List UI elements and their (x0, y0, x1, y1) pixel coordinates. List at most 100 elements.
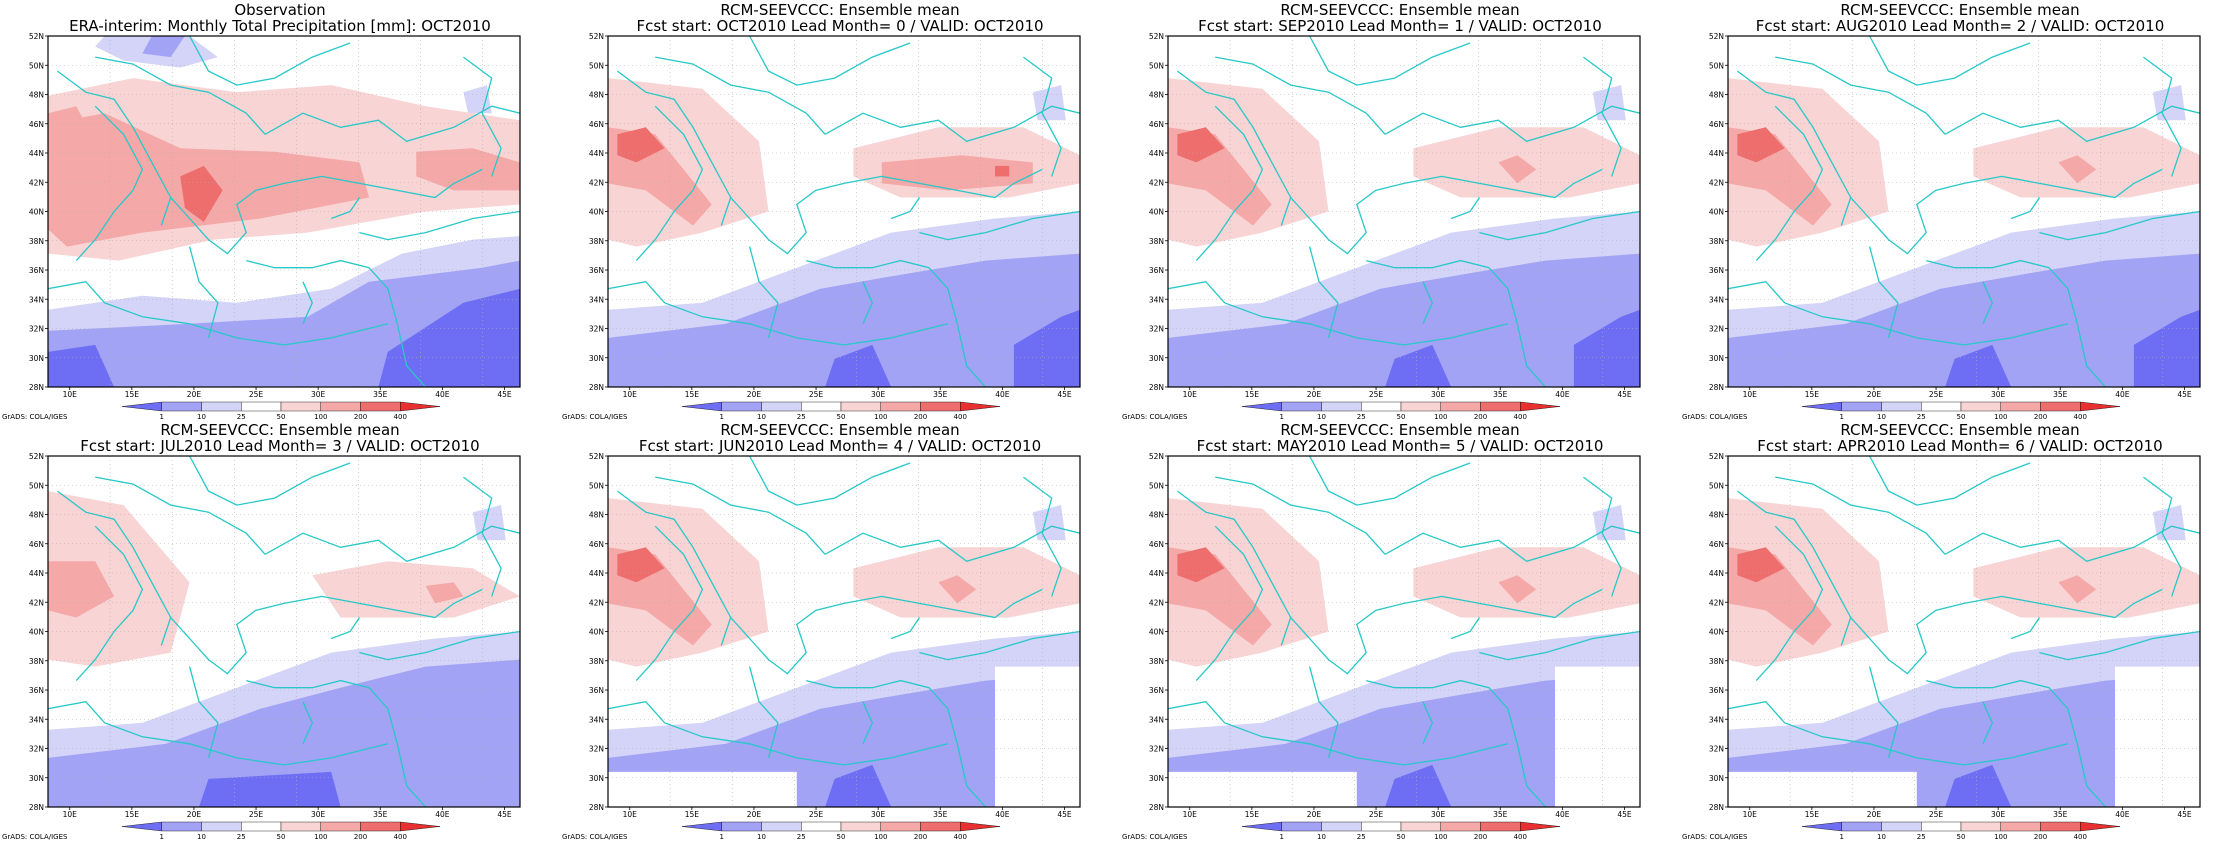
red-area (938, 575, 977, 604)
lat-tick-label: 30N (1709, 354, 1724, 363)
lat-tick-label: 48N (1709, 511, 1724, 520)
lon-tick-label: 25E (249, 390, 264, 399)
lat-tick-label: 50N (1149, 61, 1164, 70)
colorbar-label: 1 (1280, 413, 1284, 420)
lon-tick-label: 25E (1929, 390, 1944, 399)
colorbar-swatch (1281, 821, 1322, 832)
coastlines (1168, 36, 1640, 387)
lon-tick-label: 10E (1743, 390, 1758, 399)
lat-tick-label: 34N (1709, 715, 1724, 724)
lon-tick-label: 15E (1245, 390, 1260, 399)
colorbar-label: 25 (237, 413, 246, 420)
colorbar-swatch (1921, 821, 1962, 832)
colorbar-swatch (1841, 401, 1882, 412)
lat-tick-label: 40N (1149, 208, 1164, 217)
colorbar-swatch (2040, 401, 2081, 412)
deep-red-area (1737, 127, 1785, 163)
lon-tick-label: 40E (1555, 810, 1570, 819)
colorbar-label: 100 (874, 833, 887, 840)
lat-tick-label: 52N (589, 32, 604, 41)
lat-tick-label: 48N (589, 91, 604, 100)
colorbar-label: 200 (354, 833, 367, 840)
lat-tick-label: 28N (29, 803, 44, 812)
panel-title: RCM-SEEVCCC: Ensemble mean (1280, 421, 1520, 439)
colorbar-label: 50 (277, 833, 286, 840)
lat-tick-label: 50N (29, 61, 44, 70)
precipitation-field (608, 36, 1080, 387)
colorbar-swatch (241, 821, 282, 832)
map-panel-lead-6: RCM-SEEVCCC: Ensemble mean Fcst start: A… (1680, 420, 2240, 841)
colorbar: 1 10 25 50 100 200 400 (1801, 401, 2121, 420)
colorbar-swatch (1400, 821, 1441, 832)
lat-tick-label: 34N (1149, 295, 1164, 304)
deep-blue-area (825, 764, 892, 807)
lon-tick-label: 10E (1743, 810, 1758, 819)
lat-tick-label: 32N (589, 745, 604, 754)
lon-tick-label: 20E (187, 810, 202, 819)
panel-title: RCM-SEEVCCC: Ensemble mean (1840, 421, 2080, 439)
lat-tick-label: 30N (1149, 354, 1164, 363)
colorbar-label: 100 (1434, 413, 1447, 420)
colorbar-swatch (400, 821, 441, 832)
lon-tick-label: 10E (1183, 810, 1198, 819)
colorbar-swatch (1801, 821, 1842, 832)
colorbar-label: 10 (1317, 413, 1326, 420)
colorbar-swatch (761, 821, 802, 832)
lat-tick-label: 34N (29, 295, 44, 304)
precipitation-field (1168, 36, 1640, 387)
colorbar-swatch (241, 401, 282, 412)
colorbar-label: 10 (1877, 833, 1886, 840)
lat-tick-label: 42N (29, 598, 44, 607)
colorbar-swatch (400, 401, 441, 412)
colorbar-swatch (2040, 821, 2081, 832)
lat-tick-label: 46N (29, 120, 44, 129)
lat-tick-label: 38N (1709, 657, 1724, 666)
colorbar-label: 100 (1994, 833, 2007, 840)
colorbar-label: 400 (954, 833, 967, 840)
lat-tick-label: 38N (29, 657, 44, 666)
colorbar-swatch (920, 401, 961, 412)
lon-tick-label: 15E (125, 810, 140, 819)
colorbar-swatch (1400, 401, 1441, 412)
colorbar-swatch (721, 821, 762, 832)
colorbar-label: 1 (1840, 833, 1844, 840)
lon-tick-label: 25E (809, 810, 824, 819)
colorbar-label: 200 (1474, 413, 1487, 420)
lat-tick-label: 28N (1149, 383, 1164, 392)
colorbar-label: 400 (954, 413, 967, 420)
deep-red-area (995, 165, 1010, 177)
lat-tick-label: 34N (1709, 295, 1724, 304)
panel-title: RCM-SEEVCCC: Ensemble mean (720, 421, 960, 439)
precipitation-field (48, 456, 520, 807)
lat-tick-label: 32N (1709, 745, 1724, 754)
colorbar-swatch (1480, 401, 1521, 412)
colorbar-swatch (1241, 821, 1282, 832)
panel-subtitle: ERA-interim: Monthly Total Precipitation… (69, 17, 491, 35)
map-panel-lead-5: RCM-SEEVCCC: Ensemble mean Fcst start: M… (1120, 420, 1680, 841)
lat-tick-label: 52N (29, 452, 44, 461)
red-area (1498, 155, 1537, 184)
lat-tick-label: 36N (589, 686, 604, 695)
lat-tick-label: 52N (1149, 32, 1164, 41)
colorbar-swatch (1361, 821, 1402, 832)
colorbar-swatch (280, 401, 321, 412)
colorbar-label: 50 (837, 413, 846, 420)
lon-tick-label: 45E (2177, 390, 2192, 399)
deep-blue-area (1945, 344, 2012, 387)
no-data-area (608, 771, 797, 807)
precipitation-map: 52N 50N 48N 46N 44N 42N 40N 38N 36N 34N 32N 30N 28N 1… (1149, 32, 1641, 420)
lon-tick-label: 30E (871, 810, 886, 819)
colorbar: 1 10 25 50 100 200 400 (1241, 401, 1561, 420)
colorbar-label: 10 (1317, 833, 1326, 840)
colorbar-swatch (280, 821, 321, 832)
lat-tick-label: 40N (589, 628, 604, 637)
lat-tick-label: 32N (1709, 325, 1724, 334)
lat-tick-label: 52N (1709, 452, 1724, 461)
lat-tick-label: 32N (29, 745, 44, 754)
lon-tick-label: 15E (1805, 810, 1820, 819)
deep-red-area (1737, 547, 1785, 583)
colorbar-label: 100 (874, 413, 887, 420)
colorbar-label: 10 (197, 833, 206, 840)
blue-area (142, 36, 185, 58)
lat-tick-label: 42N (1709, 598, 1724, 607)
